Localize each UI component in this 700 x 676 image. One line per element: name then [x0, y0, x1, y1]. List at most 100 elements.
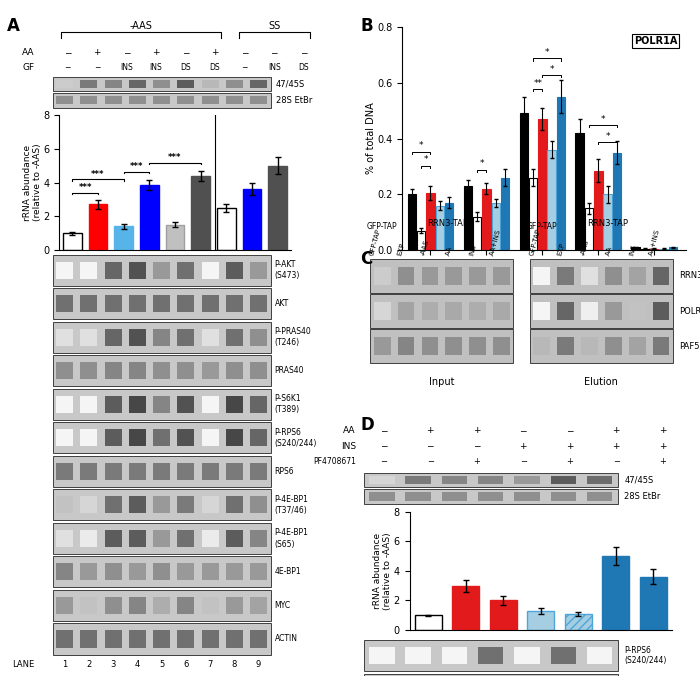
Bar [369, 647, 395, 664]
Bar [56, 80, 73, 88]
Y-axis label: rRNA abundance
(relative to -AAS): rRNA abundance (relative to -AAS) [22, 144, 42, 221]
Text: +: + [426, 426, 434, 435]
Bar [202, 80, 218, 88]
Bar [153, 295, 170, 312]
Bar [478, 492, 503, 501]
Bar [530, 329, 673, 363]
Bar [202, 295, 218, 312]
Bar [557, 337, 574, 356]
Text: −: − [612, 458, 620, 466]
Bar [129, 262, 146, 279]
Text: RPS6: RPS6 [274, 467, 294, 476]
Bar [153, 429, 170, 446]
Bar [104, 429, 122, 446]
Bar [421, 267, 438, 285]
Bar [56, 395, 73, 413]
Bar [364, 675, 617, 676]
Text: LANE: LANE [12, 660, 34, 669]
Bar [202, 463, 218, 480]
Text: **: ** [533, 78, 542, 88]
Bar [369, 476, 395, 484]
Bar [140, 185, 159, 250]
Text: −: − [519, 458, 526, 466]
Text: GFP-TAP: GFP-TAP [367, 222, 398, 231]
Text: AA: AA [445, 246, 454, 257]
Text: Elution: Elution [584, 377, 618, 387]
Text: −: − [270, 48, 278, 57]
Bar [250, 631, 267, 648]
Bar [494, 337, 510, 356]
Bar [202, 362, 218, 379]
Bar [250, 530, 267, 547]
Text: GFP-TAP: GFP-TAP [526, 222, 557, 231]
Bar [547, 150, 556, 250]
Bar [129, 463, 146, 480]
Text: INS: INS [469, 244, 477, 257]
Bar [153, 97, 170, 104]
Text: AA+INS: AA+INS [648, 229, 661, 257]
Bar [557, 302, 574, 320]
Bar [565, 614, 592, 630]
Bar [612, 153, 622, 250]
Bar [557, 267, 574, 285]
Bar [268, 166, 287, 250]
Bar [226, 496, 243, 514]
Bar [250, 395, 267, 413]
Bar [605, 267, 622, 285]
Bar [243, 189, 261, 250]
Text: POLR1A: POLR1A [634, 36, 678, 46]
Bar [494, 267, 510, 285]
Bar [250, 80, 267, 88]
Bar [80, 97, 97, 104]
Bar [364, 639, 617, 671]
Text: 5: 5 [159, 660, 164, 669]
Bar [530, 294, 673, 328]
Text: −: − [519, 426, 527, 435]
Bar [56, 429, 73, 446]
Bar [452, 585, 480, 630]
Bar [398, 337, 414, 356]
Bar [527, 611, 554, 630]
Text: PAF53: PAF53 [680, 342, 700, 351]
Bar [104, 295, 122, 312]
Text: ***: *** [130, 162, 144, 171]
Bar [519, 114, 528, 250]
Text: AA+INS: AA+INS [489, 229, 501, 257]
Bar [528, 178, 538, 250]
Text: ***: *** [91, 170, 105, 178]
Bar [104, 97, 122, 104]
Bar [202, 496, 218, 514]
Bar [581, 337, 598, 356]
Text: SS: SS [268, 21, 280, 30]
Text: RRN3: RRN3 [680, 272, 700, 281]
Bar [407, 195, 416, 250]
Text: −: − [380, 441, 388, 451]
Text: −: − [380, 458, 387, 466]
Bar [250, 295, 267, 312]
Bar [52, 77, 271, 91]
Bar [426, 193, 435, 250]
Bar [56, 97, 73, 104]
Bar [177, 463, 195, 480]
Bar [550, 476, 576, 484]
Bar [226, 295, 243, 312]
Text: +: + [612, 441, 620, 451]
Text: +: + [211, 48, 219, 57]
Text: INS: INS [629, 244, 637, 257]
Text: +: + [566, 458, 573, 466]
Text: POLR1B: POLR1B [680, 307, 700, 316]
Text: P-RPS6: P-RPS6 [274, 428, 302, 437]
Text: 3: 3 [111, 660, 116, 669]
Bar [490, 600, 517, 630]
Bar [80, 597, 97, 614]
Bar [89, 204, 107, 250]
Bar [587, 647, 612, 664]
Text: -AAS: -AAS [420, 239, 430, 257]
Text: *: * [480, 160, 484, 168]
Bar [56, 563, 73, 581]
Bar [104, 597, 122, 614]
Text: −: − [566, 426, 573, 435]
Bar [602, 556, 629, 630]
Bar [52, 590, 271, 621]
Text: +: + [519, 441, 527, 451]
